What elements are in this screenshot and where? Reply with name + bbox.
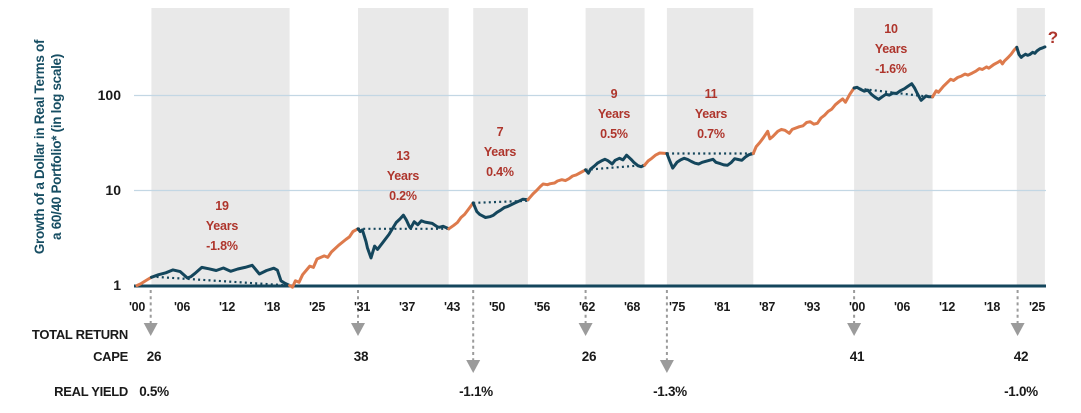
x-tick-label: '18 <box>264 300 280 314</box>
cape-value: 38 <box>353 349 369 364</box>
x-tick-label: '87 <box>759 300 775 314</box>
real-yield-value: -1.3% <box>653 384 687 399</box>
real-yield-value: -1.1% <box>459 384 493 399</box>
growth-1985-2000 <box>751 86 856 155</box>
y-tick-label: 10 <box>105 182 121 198</box>
x-tick-label: '81 <box>714 300 730 314</box>
flat-1973-1985 <box>665 152 755 170</box>
total-return-row-label: TOTAL RETURN <box>31 327 128 342</box>
x-tick-label: '93 <box>804 300 820 314</box>
flat-1930-1943 <box>356 213 451 260</box>
flat-2022-now <box>1015 45 1047 59</box>
marker-arrowhead <box>143 323 158 336</box>
flat-period-band <box>473 8 528 287</box>
y-axis-title-line2: a 60/40 Portfolio* (in log scale) <box>49 54 64 240</box>
marker-arrowhead <box>351 323 365 336</box>
flat-2000-2010 <box>852 82 935 102</box>
flat-period-label: 9 Years 0.5% <box>597 87 631 141</box>
flat-1902-1921 <box>149 263 292 287</box>
flat-period-band <box>585 8 645 287</box>
cape-row-label: CAPE <box>93 349 128 364</box>
flat-1962-1970 <box>584 153 647 175</box>
x-tick-label: '25 <box>309 300 325 314</box>
cape-value: 41 <box>849 349 865 364</box>
x-tick-label: '75 <box>669 300 685 314</box>
x-tick-label: '00 <box>129 300 145 314</box>
x-tick-label: '31 <box>354 300 370 314</box>
marker-arrowhead <box>659 360 674 373</box>
growth-1921-1930 <box>288 227 360 289</box>
x-tick-label: '18 <box>984 300 1000 314</box>
x-tick-label: '50 <box>489 300 505 314</box>
cape-value: 26 <box>146 349 162 364</box>
marker-arrowhead <box>466 360 481 373</box>
question-mark-annotation: ? <box>1047 28 1059 47</box>
marker-arrowhead <box>578 323 593 336</box>
flat-period-band <box>151 8 290 287</box>
flat-period-label: 19 Years -1.8% <box>205 199 239 253</box>
x-tick-label: '12 <box>219 300 235 314</box>
flat-period-band <box>666 8 754 287</box>
flat-1947-1954 <box>471 197 530 219</box>
y-axis-title-line1: Growth of a Dollar in Real Terms of <box>32 39 47 255</box>
y-tick-label: 100 <box>97 87 121 103</box>
real-yield-row-label: REAL YIELD <box>54 384 128 399</box>
growth-1943-1946 <box>447 201 475 231</box>
flat-period-band <box>358 8 449 287</box>
flat-period-label: 7 Years 0.4% <box>483 125 517 179</box>
flat-period-label: 11 Years 0.7% <box>694 87 728 141</box>
flat-period-trend-line <box>473 199 529 204</box>
growth-2010-2022 <box>931 45 1019 99</box>
growth-1900-1902 <box>135 275 153 287</box>
real-yield-value: 0.5% <box>139 384 169 399</box>
marker-arrowhead <box>847 323 862 336</box>
x-tick-label: '00 <box>849 300 865 314</box>
x-tick-label: '68 <box>624 300 640 314</box>
flat-period-band <box>854 8 933 287</box>
real-yield-value: -1.0% <box>1004 384 1038 399</box>
marker-arrowhead <box>1010 323 1025 336</box>
cape-value: 42 <box>1013 349 1029 364</box>
y-tick-label: 1 <box>113 277 121 293</box>
flat-period-label: 13 Years 0.2% <box>386 149 420 203</box>
x-tick-label: '37 <box>399 300 415 314</box>
x-tick-label: '06 <box>174 300 190 314</box>
flat-period-label: 10 Years -1.6% <box>874 22 908 76</box>
x-tick-label: '12 <box>939 300 955 314</box>
growth-1954-1962 <box>526 168 588 202</box>
flat-period-trend-line <box>151 275 290 287</box>
growth-1970-1973 <box>643 151 669 167</box>
x-tick-label: '43 <box>444 300 460 314</box>
x-tick-label: '06 <box>894 300 910 314</box>
x-tick-label: '25 <box>1029 300 1045 314</box>
x-tick-label: '62 <box>579 300 595 314</box>
y-axis-title: Growth of a Dollar in Real Terms of a 60… <box>31 0 65 303</box>
x-tick-label: '56 <box>534 300 550 314</box>
cape-value: 26 <box>581 349 597 364</box>
